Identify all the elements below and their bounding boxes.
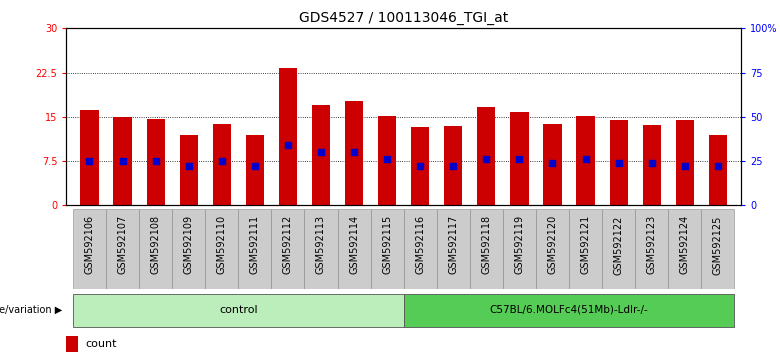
Text: GSM592122: GSM592122 (614, 215, 624, 275)
Point (580, 156, 592, 162)
Bar (271, 209, 304, 289)
Bar (238, 209, 271, 289)
Bar (80, 110, 98, 205)
Text: GSM592109: GSM592109 (183, 215, 193, 274)
Text: GSM592118: GSM592118 (481, 215, 491, 274)
Bar (437, 209, 470, 289)
Point (149, 158, 161, 164)
Bar (635, 209, 668, 289)
Bar (503, 209, 536, 289)
Point (447, 164, 459, 169)
Point (480, 156, 493, 162)
Point (546, 160, 558, 166)
Bar (643, 125, 661, 205)
Bar (312, 105, 330, 205)
Point (249, 164, 261, 169)
Text: control: control (219, 305, 257, 315)
Text: GSM592115: GSM592115 (382, 215, 392, 274)
Bar (569, 209, 602, 289)
Bar (576, 116, 594, 205)
Text: GSM592123: GSM592123 (647, 215, 657, 274)
Bar (213, 124, 231, 205)
Point (215, 158, 228, 164)
Point (679, 164, 691, 169)
Point (116, 158, 129, 164)
Text: GSM592114: GSM592114 (349, 215, 359, 274)
Bar (370, 209, 404, 289)
Point (711, 164, 724, 169)
Text: GSM592125: GSM592125 (713, 215, 723, 275)
Point (513, 156, 526, 162)
Bar (411, 127, 429, 205)
Bar (106, 209, 139, 289)
Bar (404, 209, 437, 289)
Text: GSM592117: GSM592117 (448, 215, 459, 274)
Text: GSM592106: GSM592106 (84, 215, 94, 274)
Bar (147, 119, 165, 205)
Point (83, 158, 96, 164)
Text: GSM592121: GSM592121 (580, 215, 590, 274)
Text: GSM592120: GSM592120 (548, 215, 558, 274)
Bar (470, 209, 503, 289)
Text: GSM592124: GSM592124 (680, 215, 690, 274)
Text: C57BL/6.MOLFc4(51Mb)-Ldlr-/-: C57BL/6.MOLFc4(51Mb)-Ldlr-/- (490, 305, 648, 315)
Point (612, 160, 625, 166)
Bar (378, 116, 396, 205)
Bar (66, 336, 79, 352)
Text: genotype/variation ▶: genotype/variation ▶ (0, 305, 62, 315)
Text: GSM592108: GSM592108 (151, 215, 161, 274)
Bar (602, 209, 635, 289)
Text: GSM592119: GSM592119 (514, 215, 524, 274)
Bar (139, 209, 172, 289)
Text: GSM592110: GSM592110 (217, 215, 227, 274)
Point (414, 164, 427, 169)
Bar (205, 209, 238, 289)
Bar (609, 120, 628, 205)
Text: GSM592107: GSM592107 (118, 215, 127, 274)
Bar (73, 294, 404, 327)
Bar (675, 120, 694, 205)
Text: GSM592116: GSM592116 (415, 215, 425, 274)
Bar (510, 112, 529, 205)
Bar (709, 135, 727, 205)
Bar (701, 209, 735, 289)
Point (646, 160, 658, 166)
Bar (477, 107, 495, 205)
Text: GSM592111: GSM592111 (250, 215, 260, 274)
Point (348, 149, 360, 155)
Bar (444, 126, 463, 205)
Bar (304, 209, 338, 289)
Bar (113, 117, 132, 205)
Point (282, 142, 294, 148)
Text: count: count (85, 339, 117, 349)
Bar (668, 209, 701, 289)
Text: GSM592112: GSM592112 (283, 215, 293, 274)
Bar (73, 209, 106, 289)
Point (183, 164, 195, 169)
Point (381, 156, 393, 162)
Bar (345, 101, 363, 205)
Bar (404, 294, 735, 327)
Text: GSM592113: GSM592113 (316, 215, 326, 274)
Bar (246, 135, 264, 205)
Text: GDS4527 / 100113046_TGI_at: GDS4527 / 100113046_TGI_at (299, 11, 509, 25)
Bar (544, 124, 562, 205)
Bar (179, 135, 198, 205)
Point (314, 149, 327, 155)
Bar (338, 209, 370, 289)
Bar (536, 209, 569, 289)
Bar (172, 209, 205, 289)
Bar (278, 68, 297, 205)
